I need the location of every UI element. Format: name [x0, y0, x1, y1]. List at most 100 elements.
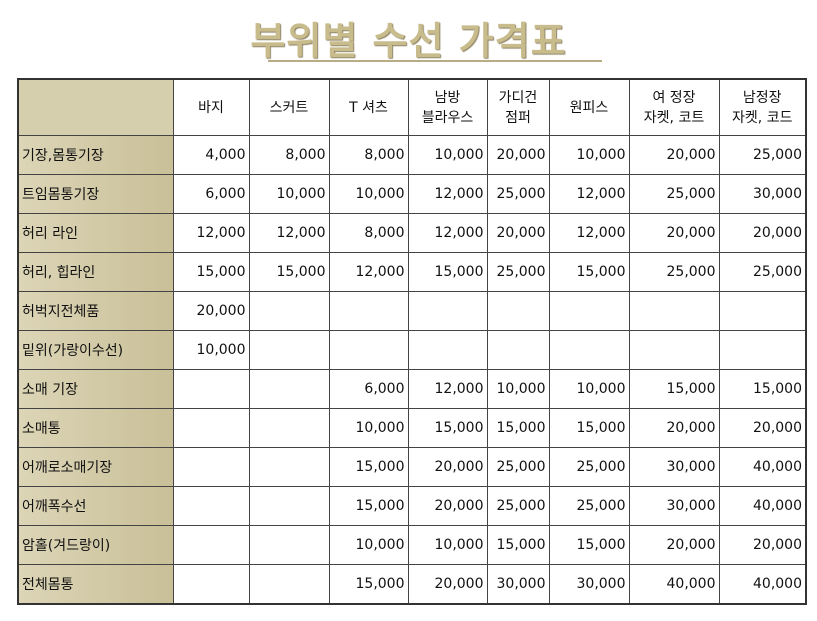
row-label: 허리 라인 [17, 213, 174, 253]
price-cell: 15,000 [548, 525, 630, 565]
empty-cell [548, 330, 630, 370]
price-cell: 20,000 [628, 213, 720, 253]
price-cell: 10,000 [328, 525, 409, 565]
empty-cell [172, 369, 250, 409]
price-cell: 15,000 [486, 525, 550, 565]
price-cell: 6,000 [328, 369, 409, 409]
empty-cell [628, 291, 720, 331]
empty-cell [248, 408, 330, 448]
table-row: 어깨폭수선 15,000 20,000 25,000 25,000 30,000 40,00… [17, 486, 807, 526]
title-underline [268, 60, 602, 62]
row-label: 트임몸통기장 [17, 174, 174, 214]
title: 부위별 수선 가격표 [250, 19, 567, 63]
price-cell: 15,000 [328, 486, 409, 526]
empty-cell [548, 291, 630, 331]
empty-cell [248, 525, 330, 565]
row-label: 허벅지전체품 [17, 291, 174, 331]
empty-cell [486, 291, 550, 331]
price-cell: 15,000 [548, 408, 630, 448]
empty-cell [248, 369, 330, 409]
header-line: 블라우스 [421, 109, 474, 126]
price-cell: 20,000 [718, 408, 807, 448]
row-label: 어깨폭수선 [17, 486, 174, 526]
table-row: 밑위(가랑이수선) 10,000 [17, 330, 807, 370]
empty-cell [718, 291, 807, 331]
price-cell: 10,000 [248, 174, 330, 214]
price-cell: 15,000 [407, 252, 488, 292]
row-label: 암홀(겨드랑이) [17, 525, 174, 565]
header-row: 바지 스커트 T 셔츠 남방 블라우스 가디건 점퍼 원피스 여 정장 자켓, 코트 남정장 자켓, … [17, 78, 807, 136]
table-row: 허리, 힙라인 15,000 15,000 12,000 15,000 25,000 15,… [17, 252, 807, 292]
column-header: 가디건 점퍼 [486, 78, 550, 136]
price-cell: 25,000 [548, 486, 630, 526]
price-cell: 20,000 [486, 213, 550, 253]
row-label: 소매통 [17, 408, 174, 448]
price-cell: 40,000 [628, 564, 720, 605]
price-cell: 15,000 [718, 369, 807, 409]
price-cell: 10,000 [548, 135, 630, 175]
price-cell: 10,000 [328, 408, 409, 448]
row-label: 전체몸통 [17, 564, 174, 605]
price-cell: 12,000 [328, 252, 409, 292]
header-line: 자켓, 코트 [643, 109, 705, 126]
price-cell: 20,000 [628, 525, 720, 565]
header-line: 스커트 [269, 99, 309, 116]
header-line: 남방 [434, 89, 461, 106]
header-line: 자켓, 코드 [732, 109, 793, 126]
header-line: 바지 [198, 99, 224, 116]
empty-cell [248, 291, 330, 331]
header-line: 여 정장 [652, 89, 696, 106]
row-label: 허리, 힙라인 [17, 252, 174, 292]
price-cell: 10,000 [328, 174, 409, 214]
table-row: 트임몸통기장 6,000 10,000 10,000 12,000 25,000 12,00… [17, 174, 807, 214]
table-row: 허벅지전체품 20,000 [17, 291, 807, 331]
empty-cell [248, 330, 330, 370]
row-label: 소매 기장 [17, 369, 174, 409]
table-head: 바지 스커트 T 셔츠 남방 블라우스 가디건 점퍼 원피스 여 정장 자켓, 코트 남정장 자켓, … [17, 78, 807, 136]
price-cell: 10,000 [407, 525, 488, 565]
header-line: 점퍼 [505, 109, 531, 126]
price-cell: 20,000 [407, 447, 488, 487]
price-cell: 40,000 [718, 564, 807, 605]
table-row: 소매통 10,000 15,000 15,000 15,000 20,000 20,000 [17, 408, 807, 448]
empty-cell [718, 330, 807, 370]
empty-cell [248, 564, 330, 605]
price-cell: 10,000 [486, 369, 550, 409]
price-cell: 20,000 [172, 291, 250, 331]
empty-cell [172, 525, 250, 565]
price-cell: 20,000 [718, 525, 807, 565]
price-cell: 6,000 [172, 174, 250, 214]
price-cell: 12,000 [407, 369, 488, 409]
table-row: 허리 라인 12,000 12,000 8,000 12,000 20,000 12,000… [17, 213, 807, 253]
price-cell: 15,000 [548, 252, 630, 292]
table-row: 소매 기장 6,000 12,000 10,000 10,000 15,000 15,000 [17, 369, 807, 409]
price-table: 바지 스커트 T 셔츠 남방 블라우스 가디건 점퍼 원피스 여 정장 자켓, 코트 남정장 자켓, … [17, 78, 807, 605]
header-line: T 셔츠 [349, 99, 388, 116]
price-cell: 30,000 [718, 174, 807, 214]
empty-cell [172, 486, 250, 526]
price-cell: 10,000 [548, 369, 630, 409]
empty-cell [407, 291, 488, 331]
column-header: 바지 [172, 78, 250, 136]
row-label: 어깨로소매기장 [17, 447, 174, 487]
price-cell: 20,000 [628, 408, 720, 448]
price-cell: 30,000 [548, 564, 630, 605]
empty-cell [328, 291, 409, 331]
table-row: 암홀(겨드랑이) 10,000 10,000 15,000 15,000 20,000 20… [17, 525, 807, 565]
price-cell: 12,000 [548, 174, 630, 214]
price-cell: 20,000 [486, 135, 550, 175]
row-label: 밑위(가랑이수선) [17, 330, 174, 370]
price-cell: 8,000 [328, 135, 409, 175]
table-row: 어깨로소매기장 15,000 20,000 25,000 25,000 30,000 40,… [17, 447, 807, 487]
price-cell: 12,000 [172, 213, 250, 253]
price-cell: 12,000 [548, 213, 630, 253]
price-cell: 15,000 [328, 447, 409, 487]
price-cell: 25,000 [628, 252, 720, 292]
price-cell: 20,000 [718, 213, 807, 253]
price-cell: 15,000 [328, 564, 409, 605]
price-cell: 25,000 [486, 174, 550, 214]
price-cell: 12,000 [407, 213, 488, 253]
price-cell: 15,000 [407, 408, 488, 448]
